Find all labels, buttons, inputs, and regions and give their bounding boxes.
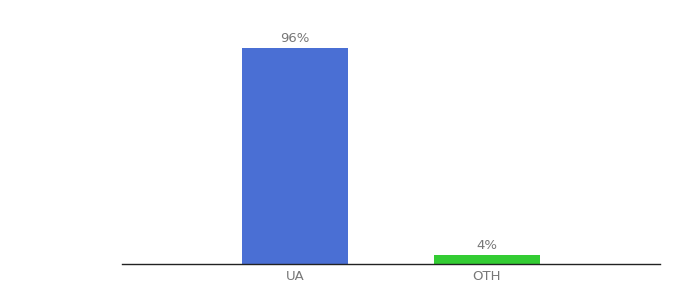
Bar (434, 255, 540, 264)
Bar (242, 48, 348, 264)
Text: 96%: 96% (280, 32, 310, 45)
Text: 4%: 4% (477, 239, 498, 252)
